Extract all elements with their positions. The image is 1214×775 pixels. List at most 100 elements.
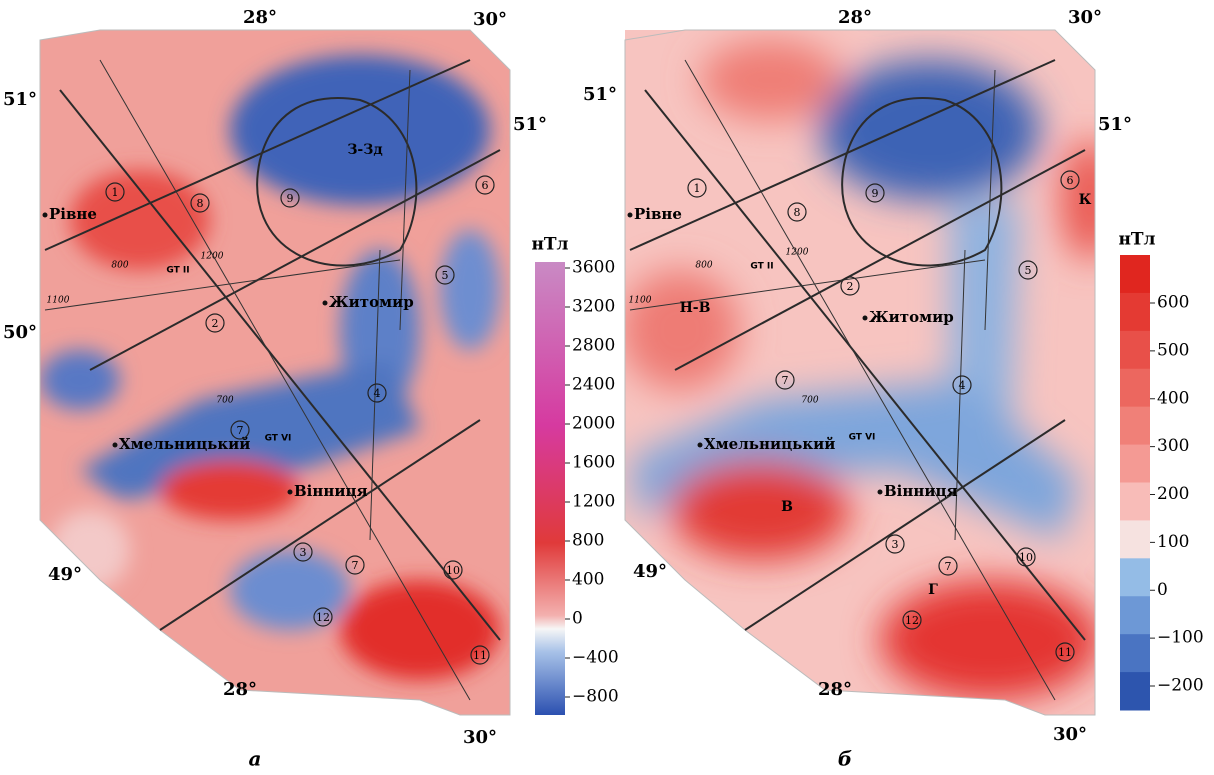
fault-number: 10	[1019, 551, 1033, 564]
colorbar-unit: нТл	[1118, 230, 1155, 250]
contour-label: 1200	[786, 248, 809, 258]
fault-marker	[367, 383, 387, 403]
colorbar-tick-label: 0	[572, 609, 583, 629]
fault-marker	[775, 370, 795, 390]
coordinate-label: 30°	[463, 727, 497, 748]
coordinate-label: 28°	[223, 679, 257, 700]
colorbar-tick-label: 200	[1157, 484, 1189, 504]
zone-label: В	[781, 499, 793, 515]
profile-label: GT II	[166, 266, 189, 276]
city-label: Вінниця	[294, 482, 368, 500]
colorbar-tick-label: 1600	[572, 453, 615, 473]
fault-marker	[435, 265, 455, 285]
contour-label: 800	[111, 261, 128, 271]
fault-number: 12	[905, 614, 919, 627]
city-dot	[42, 212, 48, 218]
fault-number: 7	[782, 374, 789, 387]
colorbar-tick-label: 1200	[572, 492, 615, 512]
fault-marker	[1016, 547, 1036, 567]
colorbar-band	[1120, 444, 1150, 483]
coordinate-label: 28°	[818, 679, 852, 700]
fault-marker	[293, 542, 313, 562]
fault-marker	[840, 276, 860, 296]
fault-number: 7	[352, 559, 359, 572]
city-dot	[697, 442, 703, 448]
fault-number: 5	[1025, 264, 1032, 277]
colorbar-band	[1120, 596, 1150, 635]
colorbar-tick-label: 400	[572, 570, 604, 590]
faults-a	[44, 59, 501, 701]
fault-number: 10	[446, 564, 460, 577]
contour-label: 700	[801, 396, 818, 406]
fault-marker	[687, 178, 707, 198]
map-frame	[624, 29, 1096, 716]
fault-marker	[902, 610, 922, 630]
fault-marker	[470, 645, 490, 665]
city-dot	[862, 315, 868, 321]
coordinate-label: 28°	[838, 7, 872, 28]
fault-number: 12	[316, 611, 330, 624]
fault-marker	[1055, 642, 1075, 662]
contour-label: 1100	[629, 296, 652, 306]
colorbar-tick-label: 600	[1157, 293, 1189, 313]
fault-marker	[105, 182, 125, 202]
colorbar-tick-label: 500	[1157, 340, 1189, 360]
colorbar-tick-label: 2400	[572, 375, 615, 395]
fault-number: 11	[1058, 646, 1072, 659]
fault-marker	[865, 183, 885, 203]
fault-number: 1	[694, 182, 701, 195]
coordinate-label: 49°	[48, 564, 82, 585]
fault-marker	[475, 175, 495, 195]
colorbar-tick-label: 2800	[572, 336, 615, 356]
fault-marker	[1018, 260, 1038, 280]
coordinate-label: 51°	[513, 114, 547, 135]
fault-number: 6	[1067, 174, 1074, 187]
magnetic-map-b	[625, 30, 1095, 715]
faults-b	[629, 59, 1086, 701]
colorbar-band	[1120, 292, 1150, 332]
fault-number: 2	[847, 280, 854, 293]
colorbar-band	[1120, 330, 1150, 370]
city-label: Хмельницький	[704, 435, 835, 453]
colorbar-tick-label: −400	[572, 648, 619, 668]
city-dot	[877, 489, 883, 495]
coordinate-label: 51°	[1098, 114, 1132, 135]
coordinate-label: 28°	[243, 7, 277, 28]
colorbar-band	[1120, 255, 1150, 294]
fault-marker	[280, 188, 300, 208]
colorbar-tick-label: 800	[572, 531, 604, 551]
city-label: Житомир	[869, 308, 954, 326]
city-dot	[112, 442, 118, 448]
city-label: Рівне	[634, 205, 682, 223]
contour-label: 1100	[47, 296, 70, 306]
colorbar-tick-label: 3200	[572, 297, 615, 317]
contour-label: 700	[216, 396, 233, 406]
profile-label: GT VI	[849, 433, 876, 443]
fault-number: 7	[237, 424, 244, 437]
contour-label: 1200	[201, 252, 224, 262]
coordinate-label: 30°	[473, 9, 507, 30]
panel-label: а	[249, 747, 262, 771]
coordinate-label: 30°	[1068, 7, 1102, 28]
coordinate-label: 30°	[1053, 724, 1087, 745]
colorbar-band	[1120, 368, 1150, 408]
city-dot	[627, 212, 633, 218]
fault-marker	[205, 313, 225, 333]
fault-number: 8	[794, 206, 801, 219]
city-label: Вінниця	[884, 482, 958, 500]
fault-marker	[230, 420, 250, 440]
fault-number: 8	[197, 197, 204, 210]
zone-label: К	[1079, 192, 1092, 208]
fault-marker	[885, 534, 905, 554]
fault-marker	[1060, 170, 1080, 190]
fault-number: 3	[892, 538, 899, 551]
colorbar-tick-label: 0	[1157, 580, 1168, 600]
fault-number: 6	[482, 179, 489, 192]
map-frame	[39, 29, 511, 716]
colorbar-band	[1120, 634, 1150, 673]
colorbar-a	[535, 262, 565, 715]
panel-label: б	[838, 747, 852, 771]
profile-label: GT VI	[265, 434, 292, 444]
city-dot	[322, 300, 328, 306]
